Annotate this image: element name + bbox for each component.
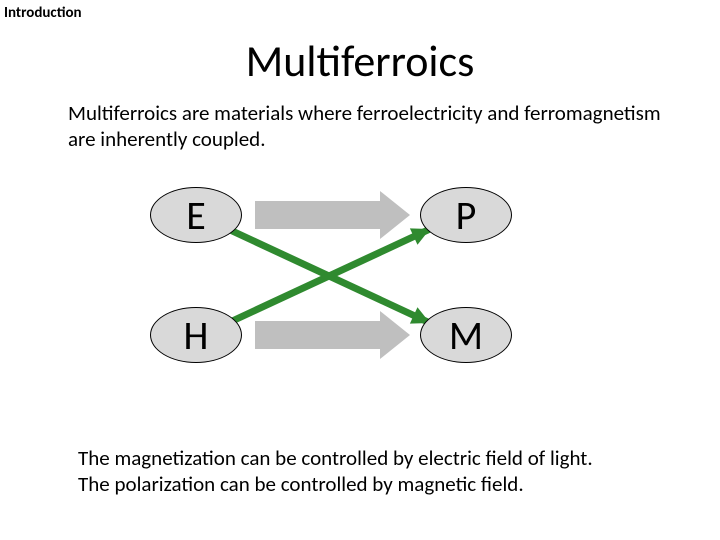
node-p: P [420,187,512,243]
conclusion-line-2: The polarization can be controlled by ma… [78,471,678,497]
node-h: H [150,307,242,363]
slide: Introduction Multiferroics Multiferroics… [0,0,720,540]
arrow-E-to-P [255,191,410,239]
node-h-label: H [184,311,209,360]
intro-text: Multiferroics are materials where ferroe… [68,100,668,153]
slide-title: Multiferroics [0,34,720,88]
node-e-label: E [186,191,206,240]
node-m-label: M [449,311,483,360]
conclusion-line-1: The magnetization can be controlled by e… [78,445,678,471]
conclusion-text: The magnetization can be controlled by e… [78,445,678,498]
node-m: M [420,307,512,363]
node-p-label: P [456,191,477,240]
node-e: E [150,187,242,243]
arrow-H-to-M [255,311,410,359]
section-label: Introduction [4,4,82,22]
diagram-area: E P H M [110,175,570,405]
